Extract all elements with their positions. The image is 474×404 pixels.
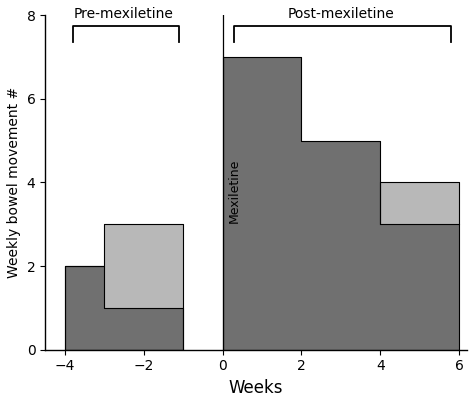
Y-axis label: Weekly bowel movement #: Weekly bowel movement # xyxy=(7,87,21,278)
Text: Pre-mexiletine: Pre-mexiletine xyxy=(74,7,174,21)
X-axis label: Weeks: Weeks xyxy=(229,379,283,397)
Text: Post-mexiletine: Post-mexiletine xyxy=(288,7,394,21)
Text: Mexiletine: Mexiletine xyxy=(228,159,240,223)
